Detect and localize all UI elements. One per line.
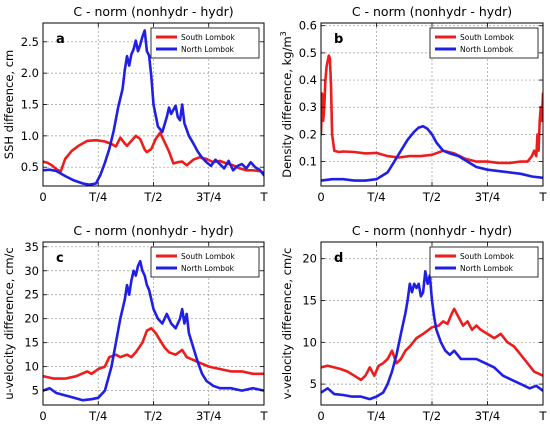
series-line-south-lombok (321, 307, 543, 382)
chart-title: C - norm (nonhydr - hydr) (352, 4, 512, 19)
chart-title: C - norm (nonhydr - hydr) (73, 4, 233, 19)
x-tick-label: T (538, 190, 547, 204)
x-tick-label: T (259, 409, 268, 423)
x-tick-label: T (259, 190, 268, 204)
panel-c: 0 T/4 T/2 3T/4 T 5 10 15 20 25 30 35 C - norm (nonhy… (2, 223, 268, 423)
y-tick-label: 35 (24, 240, 39, 254)
y-tick-label: 0.2 (299, 127, 317, 141)
legend-label: South Lombok (181, 33, 235, 42)
series-line-south-lombok (321, 54, 543, 165)
y-axis-label: v-velocity difference, cm/c (280, 248, 294, 400)
x-tick-label: 0 (39, 190, 46, 204)
series-line-south-lombok (43, 326, 264, 380)
legend: South Lombok North Lombok (429, 246, 539, 278)
series-line-north-lombok (43, 259, 264, 402)
series-line-south-lombok (43, 131, 264, 175)
panel-letter: c (56, 251, 64, 266)
y-tick-label: 0.1 (299, 155, 317, 169)
legend: South Lombok North Lombok (429, 27, 539, 59)
series-line-north-lombok (43, 29, 264, 186)
y-axis-label: Density difference, kg/m3 (279, 31, 294, 178)
x-tick-label: 3T/4 (475, 409, 501, 423)
y-tick-label: 15 (24, 336, 39, 350)
legend-box (150, 246, 260, 278)
y-tick-label: 25 (24, 288, 39, 302)
y-tick-label: 0.3 (299, 100, 317, 114)
legend-label: North Lombok (460, 45, 514, 54)
legend-label: North Lombok (460, 264, 514, 273)
x-tick-label: T/4 (88, 409, 107, 423)
y-tick-label: 15 (302, 294, 317, 308)
y-tick-label: 0.5 (299, 46, 317, 60)
y-tick-label: 30 (24, 264, 39, 278)
legend-box (150, 27, 260, 59)
legend-label: North Lombok (181, 264, 235, 273)
panel-a: 0 T/4 T/2 3T/4 T 0.5 1.0 1.5 2.0 2.5 C - norm (non… (2, 4, 268, 204)
y-tick-label: 5 (32, 384, 39, 398)
y-tick-label: 10 (302, 335, 317, 349)
y-tick-label: 2.5 (21, 35, 39, 49)
legend-label: South Lombok (460, 33, 514, 42)
y-tick-label: 1.5 (21, 98, 39, 112)
series-line-north-lombok (321, 124, 543, 182)
legend-label: South Lombok (460, 252, 514, 261)
y-axis-label: SSH difference, cm (2, 50, 16, 159)
x-tick-label: T/2 (143, 409, 162, 423)
x-tick-label: 3T/4 (196, 409, 222, 423)
x-tick-label: 0 (317, 190, 324, 204)
legend-label: South Lombok (181, 252, 235, 261)
panel-letter: d (334, 251, 343, 266)
x-tick-label: T/2 (143, 190, 162, 204)
series-line-north-lombok (321, 269, 543, 401)
legend: South Lombok North Lombok (150, 27, 260, 59)
panel-d: 0 T/4 T/2 3T/4 T 5 10 15 20 C - norm (nonhydr - h… (280, 223, 547, 423)
panel-letter: b (334, 32, 343, 47)
y-tick-label: 10 (24, 360, 39, 374)
x-tick-label: 3T/4 (196, 190, 222, 204)
x-tick-label: 3T/4 (475, 190, 501, 204)
legend-label: North Lombok (181, 45, 235, 54)
x-tick-label: T/4 (366, 409, 385, 423)
x-tick-label: 0 (39, 409, 46, 423)
x-tick-label: T/4 (366, 190, 385, 204)
y-tick-label: 20 (24, 312, 39, 326)
x-tick-label: T/2 (422, 409, 441, 423)
y-tick-label: 20 (302, 252, 317, 266)
legend-box (429, 246, 539, 278)
y-tick-label: 0.4 (299, 73, 317, 87)
x-tick-label: T (538, 409, 547, 423)
panel-letter: a (56, 32, 65, 47)
x-tick-label: 0 (317, 409, 324, 423)
y-tick-label: 0.6 (299, 19, 317, 33)
x-tick-label: T/2 (422, 190, 441, 204)
y-tick-label: 5 (310, 377, 317, 391)
y-tick-label: 1.0 (21, 129, 39, 143)
y-tick-label: 2.0 (21, 66, 39, 80)
x-tick-label: T/4 (88, 190, 107, 204)
y-tick-label: 0.5 (21, 160, 39, 174)
chart-title: C - norm (nonhydr - hydr) (73, 223, 233, 238)
panel-b: 0 T/4 T/2 3T/4 T 0.1 0.2 0.3 0.4 0.5 0.6 C - norm (… (279, 4, 547, 204)
chart-title: C - norm (nonhydr - hydr) (352, 223, 512, 238)
legend: South Lombok North Lombok (150, 246, 260, 278)
y-axis-label: u-velocity difference, cm/c (2, 247, 16, 400)
legend-box (429, 27, 539, 59)
